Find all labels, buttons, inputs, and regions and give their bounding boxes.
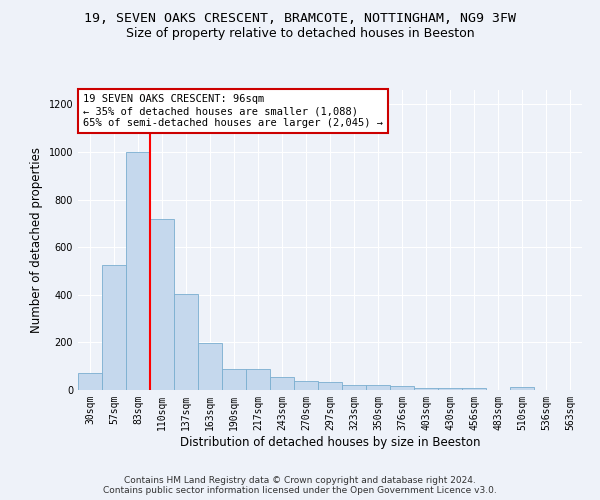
X-axis label: Distribution of detached houses by size in Beeston: Distribution of detached houses by size … <box>180 436 480 448</box>
Bar <box>102 265 126 390</box>
Bar <box>318 382 342 390</box>
Bar <box>510 387 534 390</box>
Bar <box>246 369 270 390</box>
Bar <box>342 385 366 390</box>
Bar <box>198 343 222 390</box>
Text: 19, SEVEN OAKS CRESCENT, BRAMCOTE, NOTTINGHAM, NG9 3FW: 19, SEVEN OAKS CRESCENT, BRAMCOTE, NOTTI… <box>84 12 516 26</box>
Bar <box>174 294 198 390</box>
Bar <box>150 218 174 390</box>
Bar <box>126 152 150 390</box>
Bar <box>294 381 318 390</box>
Y-axis label: Number of detached properties: Number of detached properties <box>30 147 43 333</box>
Bar <box>270 377 294 390</box>
Bar <box>462 388 486 390</box>
Bar <box>222 368 246 390</box>
Text: Contains HM Land Registry data © Crown copyright and database right 2024.
Contai: Contains HM Land Registry data © Crown c… <box>103 476 497 495</box>
Bar <box>438 388 462 390</box>
Bar <box>414 388 438 390</box>
Bar <box>390 386 414 390</box>
Bar <box>78 374 102 390</box>
Text: 19 SEVEN OAKS CRESCENT: 96sqm
← 35% of detached houses are smaller (1,088)
65% o: 19 SEVEN OAKS CRESCENT: 96sqm ← 35% of d… <box>83 94 383 128</box>
Text: Size of property relative to detached houses in Beeston: Size of property relative to detached ho… <box>125 28 475 40</box>
Bar <box>366 385 390 390</box>
